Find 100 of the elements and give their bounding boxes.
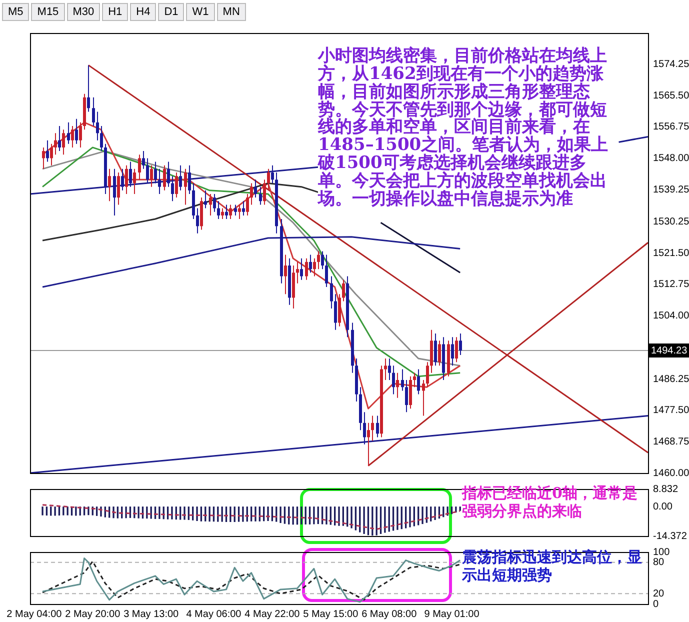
candlestick	[158, 168, 161, 194]
candlestick	[325, 254, 328, 288]
y-tick-label: 1468.75	[653, 436, 689, 448]
candlestick	[259, 186, 262, 206]
x-tick-label: 4 May 06:00	[186, 608, 242, 620]
candlestick	[296, 261, 299, 284]
candlestick	[334, 294, 337, 330]
candlestick	[71, 126, 74, 148]
candlestick	[330, 276, 333, 309]
y-tick-label: 8.832	[653, 484, 678, 495]
candlestick	[317, 250, 320, 270]
candlestick	[125, 164, 128, 194]
y-tick-label: 1548.00	[653, 152, 689, 164]
candlestick	[117, 172, 120, 206]
candlestick	[434, 332, 437, 366]
y-tick-label: 1565.50	[653, 90, 689, 102]
candlestick	[46, 140, 49, 162]
y-tick-label: 1504.00	[653, 310, 689, 322]
text: MN	[216, 3, 246, 21]
y-tick-label: 100	[653, 546, 670, 558]
candlestick	[238, 204, 241, 220]
text: M5	[2, 3, 30, 21]
candlestick	[229, 204, 232, 220]
candlestick	[188, 164, 191, 194]
y-tick-label: 1556.75	[653, 122, 689, 133]
candlestick	[242, 200, 245, 216]
candlestick	[171, 176, 174, 202]
candlestick	[146, 158, 149, 184]
x-tick-label: 3 May 13:00	[124, 608, 180, 620]
candlestick	[313, 258, 316, 277]
candlestick	[221, 208, 224, 220]
candlestick	[267, 168, 270, 191]
x-tick-label: 2 May 04:00	[6, 608, 62, 620]
x-tick-label: 5 May 15:00	[303, 608, 359, 620]
x-tick-label: 9 May 01:00	[424, 608, 480, 620]
y-tick-label: 1539.25	[653, 184, 689, 196]
candlestick	[179, 164, 182, 191]
line-series	[42, 504, 461, 530]
y-tick-label: 0.00	[653, 502, 673, 513]
candlestick	[384, 358, 387, 380]
candlestick	[175, 172, 178, 198]
y-tick-label: 1574.25	[653, 59, 689, 70]
y-tick-label: -14.372	[653, 530, 688, 542]
candlestick	[417, 368, 420, 395]
candlestick	[438, 340, 441, 366]
y-tick-label: 1512.75	[653, 279, 689, 290]
x-tick-label: 6 May 08:00	[362, 608, 418, 620]
text: H4	[130, 3, 156, 21]
candlestick	[79, 122, 82, 148]
candlestick	[150, 164, 153, 188]
candlestick	[254, 179, 257, 198]
candlestick	[54, 132, 57, 156]
y-tick-label: 20	[653, 588, 665, 600]
candlestick	[300, 258, 303, 280]
candlestick	[376, 415, 379, 438]
candlestick	[263, 179, 266, 206]
candlestick	[58, 126, 61, 152]
candlestick	[321, 250, 324, 270]
candlestick	[113, 168, 116, 216]
candlestick	[388, 358, 391, 380]
candlestick	[62, 129, 65, 156]
candlestick	[163, 164, 166, 191]
candlestick	[50, 143, 53, 166]
candlestick	[154, 161, 157, 184]
candlestick	[142, 150, 145, 170]
candlestick	[371, 415, 374, 442]
candlestick	[92, 96, 95, 127]
candlestick	[363, 412, 366, 445]
candlestick	[309, 254, 312, 274]
text: 小时图均线密集，目前价格站在均线上方，从1462到现在有一个小的趋势涨幅，目前如图所示形成三角形整理态势。今天不管先到那个边缘，都可做短线的多单和空单，区间目前来看，在1485–1500之间。笔者认为，如果上破1500可考虑选择机会继续跟进多单。今天会把上方的波段空单找机会出场。一切操作以盘中信息提示为准	[318, 46, 608, 209]
candlestick	[217, 200, 220, 220]
y-tick-label: 1530.25	[653, 216, 689, 228]
candlestick	[422, 379, 425, 416]
candlestick	[459, 332, 462, 356]
candlestick	[75, 118, 78, 144]
y-tick-label: 1460.00	[653, 468, 689, 479]
candlestick	[100, 126, 103, 152]
candlestick	[426, 362, 429, 388]
candlestick	[121, 168, 124, 191]
candlestick	[213, 193, 216, 212]
candlestick	[138, 154, 141, 180]
annotation: 震荡指标迅速到达高位，显示出短期强势	[462, 548, 642, 584]
x-tick-label: 2 May 20:00	[65, 608, 121, 620]
candlestick	[234, 204, 237, 216]
candlestick	[342, 279, 345, 302]
candlestick	[405, 379, 408, 413]
candlestick	[246, 193, 249, 216]
text: M30	[66, 3, 100, 21]
candlestick	[133, 168, 136, 194]
annotation: 指标已经临近0轴，通常是强弱分界点的来临	[462, 484, 638, 520]
y-tick-label: 1477.50	[653, 405, 689, 416]
y-tick-label: 1486.25	[653, 374, 689, 385]
candlestick	[129, 161, 132, 188]
candlestick	[367, 422, 370, 466]
candlestick	[209, 193, 212, 216]
candlestick	[401, 368, 404, 392]
candlestick	[108, 168, 111, 202]
candlestick	[271, 164, 274, 184]
candlestick	[455, 336, 458, 363]
candlestick	[96, 111, 99, 141]
